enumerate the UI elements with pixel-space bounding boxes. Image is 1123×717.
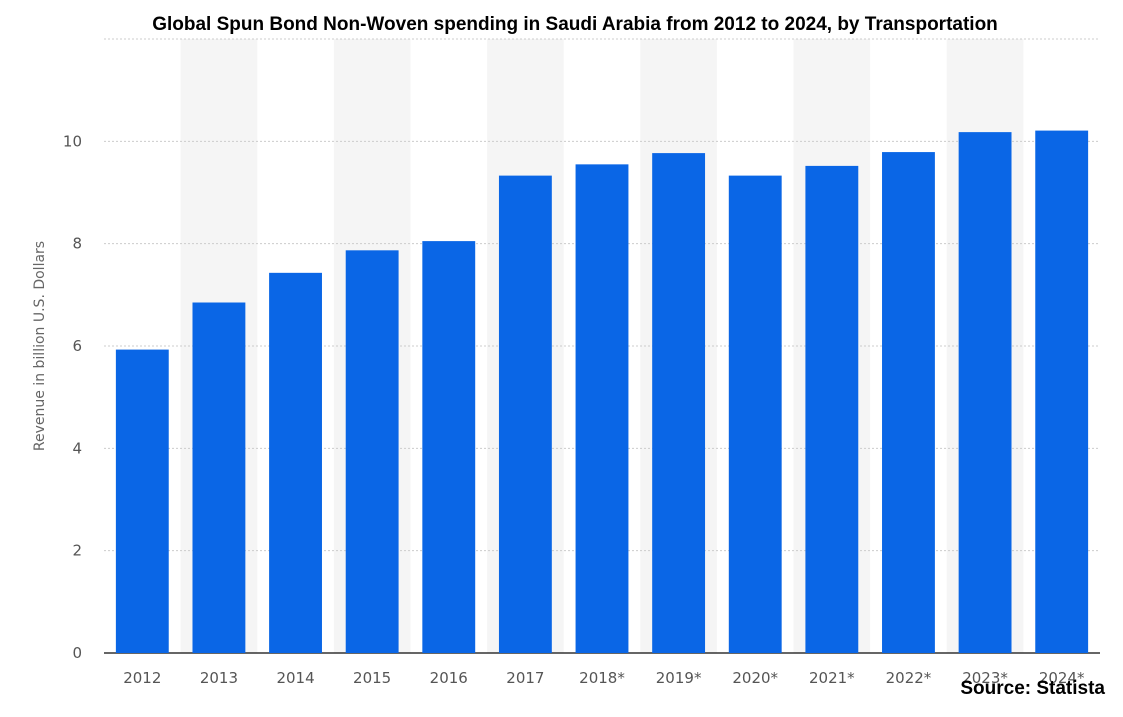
y-tick-label: 6 — [72, 337, 82, 355]
x-axis-ticks: 2012 2013 2014 2015 2016 2017 2018* 2019* 2020* 2… — [123, 669, 1085, 687]
bar-2015[interactable] — [345, 250, 399, 653]
x-tick-label: 2013 — [200, 669, 238, 687]
bar-2012[interactable] — [115, 349, 169, 653]
x-tick-label: 2012 — [123, 669, 161, 687]
source-label: Source: Statista — [960, 678, 1105, 699]
x-tick-label: 2016 — [430, 669, 468, 687]
bar-2014[interactable] — [269, 272, 322, 653]
x-tick-label: 2015 — [353, 669, 391, 687]
bar-2017[interactable] — [498, 175, 552, 654]
x-tick-label: 2020* — [732, 669, 778, 687]
bar-2021[interactable] — [805, 165, 859, 654]
bars — [115, 130, 1089, 654]
y-tick-label: 2 — [72, 542, 82, 560]
y-tick-label: 0 — [72, 644, 82, 662]
y-tick-label: 4 — [72, 439, 82, 457]
x-tick-label: 2017 — [506, 669, 544, 687]
bar-2023[interactable] — [958, 132, 1012, 653]
x-tick-label: 2021* — [809, 669, 855, 687]
x-tick-label: 2018* — [579, 669, 625, 687]
y-tick-label: 8 — [72, 235, 82, 253]
y-axis-ticks: 0 2 4 6 8 10 — [63, 132, 82, 662]
y-tick-label: 10 — [63, 132, 82, 150]
bar-2013[interactable] — [192, 302, 246, 653]
bar-2022[interactable] — [882, 152, 935, 653]
x-tick-label: 2023* — [962, 669, 1008, 687]
x-tick-label: 2024* — [1039, 669, 1085, 687]
bar-2020[interactable] — [728, 175, 782, 654]
bar-2019[interactable] — [652, 153, 706, 653]
x-tick-label: 2022* — [886, 669, 932, 687]
bar-2024[interactable] — [1035, 130, 1089, 654]
y-axis-label: Revenue in billion U.S. Dollars — [32, 241, 48, 451]
chart-title: Global Spun Bond Non-Woven spending in S… — [152, 14, 998, 35]
bar-2016[interactable] — [422, 241, 476, 653]
x-tick-label: 2019* — [656, 669, 702, 687]
bar-2018[interactable] — [575, 164, 629, 653]
x-tick-label: 2014 — [276, 669, 314, 687]
